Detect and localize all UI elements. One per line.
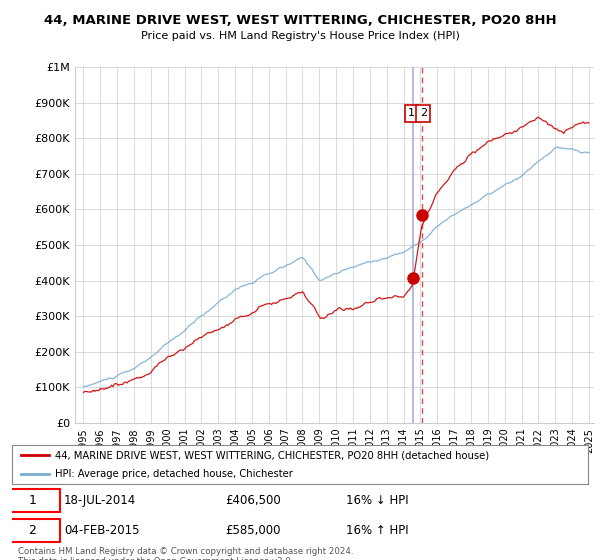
Text: Contains HM Land Registry data © Crown copyright and database right 2024.
This d: Contains HM Land Registry data © Crown c… (18, 547, 353, 560)
Text: 2: 2 (28, 524, 36, 537)
Text: 44, MARINE DRIVE WEST, WEST WITTERING, CHICHESTER, PO20 8HH: 44, MARINE DRIVE WEST, WEST WITTERING, C… (44, 14, 556, 27)
Text: 1: 1 (408, 109, 415, 118)
Text: 1: 1 (28, 494, 36, 507)
FancyBboxPatch shape (5, 489, 60, 512)
Text: HPI: Average price, detached house, Chichester: HPI: Average price, detached house, Chic… (55, 469, 293, 479)
Text: 44, MARINE DRIVE WEST, WEST WITTERING, CHICHESTER, PO20 8HH (detached house): 44, MARINE DRIVE WEST, WEST WITTERING, C… (55, 450, 490, 460)
FancyBboxPatch shape (5, 519, 60, 542)
Text: £406,500: £406,500 (225, 494, 281, 507)
Text: 18-JUL-2014: 18-JUL-2014 (64, 494, 136, 507)
Text: 04-FEB-2015: 04-FEB-2015 (64, 524, 139, 537)
Text: £585,000: £585,000 (225, 524, 281, 537)
Text: 16% ↑ HPI: 16% ↑ HPI (346, 524, 409, 537)
Text: 16% ↓ HPI: 16% ↓ HPI (346, 494, 409, 507)
Text: 2: 2 (420, 109, 427, 118)
Text: Price paid vs. HM Land Registry's House Price Index (HPI): Price paid vs. HM Land Registry's House … (140, 31, 460, 41)
